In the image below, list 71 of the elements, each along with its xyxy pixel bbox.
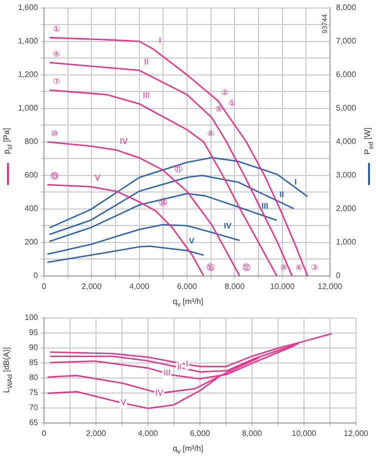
y-tick-label: 75 [29,388,39,398]
y2-tick-label: 2,000 [336,204,357,214]
x-tick-label: 10,000 [292,429,317,438]
x-tick-label: 8,000 [224,282,246,292]
annotation: ④ [52,50,60,59]
series-label: III [262,202,268,211]
x-tick-label: 2,000 [86,429,107,438]
y-tick-label: 85 [29,358,39,368]
y-tick-label: 600 [24,170,39,180]
y2-tick-label: 7,000 [336,36,357,46]
y2-tick-label: 6,000 [336,70,357,80]
series-label: I [294,178,297,187]
x-axis-title: q$_{v}$ [m³/h] [172,444,204,456]
annotation: IV [155,388,164,398]
x-tick-label: 12,000 [318,282,343,292]
annotation: ⑤ [215,104,222,114]
annotation: II [144,57,149,66]
y-tick-label: 0 [34,271,39,280]
series-label: V [189,236,196,246]
y2-tick-label: 5,000 [336,104,357,113]
annotation: III [163,368,171,378]
y-tick-label: 95 [29,328,39,338]
y-tick-label: 1,600 [18,3,39,12]
annotation: ① [52,24,60,34]
annotation: ⑬ [50,172,58,181]
x-tick-label: 0 [42,282,47,292]
series-label: IV [224,222,232,231]
y-tick-label: 1,000 [18,104,39,113]
y-tick-label: 1,400 [18,36,39,46]
y2-tick-label: 8,000 [336,3,357,12]
y-tick-label: 200 [24,238,39,247]
y-tick-label: 70 [29,403,39,412]
y-tick-label: 90 [29,343,39,352]
x-tick-label: 12,000 [344,429,369,438]
x-tick-label: 6,000 [190,429,211,438]
annotation: ⑮ [206,263,215,272]
y-tick-label: 400 [24,204,39,214]
annotation: V [120,398,127,408]
y2-tick-label: 0 [336,271,341,280]
y-tick-label: 800 [24,137,39,146]
annotation: ① [228,98,236,108]
x-tick-label: 8,000 [242,429,263,438]
x-tick-label: 0 [42,429,47,438]
annotation: ⑦ [52,77,60,86]
annotation: ③ [311,263,318,272]
y2-tick-label: 1,000 [336,238,357,247]
y-tick-label: 100 [24,313,39,322]
x-tick-label: 10,000 [270,282,296,292]
annotation: I [158,36,162,45]
x-axis-title: q$_{v}$ [m³/h] [172,297,204,309]
y-tick-label: 80 [29,373,39,382]
x-tick-label: 2,000 [82,282,102,292]
annotation: III [142,90,150,100]
annotation: ⑥ [296,263,303,272]
y-tick-label: 1,200 [18,70,39,80]
annotation: ② [221,88,229,97]
x-tick-label: 4,000 [129,282,150,292]
x-tick-label: 6,000 [176,282,198,292]
y2-tick-label: 4,000 [336,137,357,146]
annotation: ⑨ [280,263,288,272]
y2-tick-label: 3,000 [336,170,357,180]
series-label: II [280,190,284,199]
annotation: V [94,174,101,183]
annotation: IV [120,137,128,146]
annotation: ⑪ [174,164,182,174]
annotation: ⑫ [242,263,251,272]
x-tick-label: 4,000 [138,429,159,438]
annotation: ⑭ [159,198,168,208]
y-tick-label: 65 [29,418,39,428]
annotation: ⑩ [50,128,58,138]
annotation: ⑧ [207,128,214,138]
